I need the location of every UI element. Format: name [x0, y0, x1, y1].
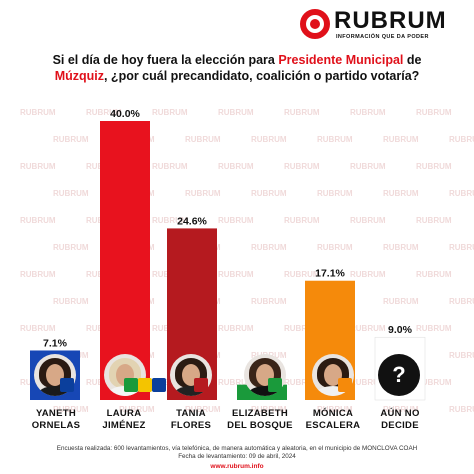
name-line-1: AÚN NO: [380, 408, 420, 419]
website-link[interactable]: www.rubrum.info: [210, 463, 264, 470]
candidate-photo-monica-escalera: [312, 354, 354, 396]
question-part-3: , ¿por cuál precandidato, coalición o pa…: [103, 69, 420, 83]
name-line-2: DEL BOSQUE: [227, 420, 293, 431]
survey-question: Si el día de hoy fuera la elección para …: [30, 52, 444, 84]
value-label-tania-flores: 24.6%: [177, 215, 207, 227]
value-label-laura-jimenez: 40.0%: [110, 108, 140, 120]
candidate-photo-elizabeth-del-bosque: [244, 354, 286, 396]
name-line-2: FLORES: [170, 420, 212, 431]
question-highlight-2: Múzquiz: [54, 69, 104, 83]
name-line-2: ORNELAS: [31, 420, 81, 431]
party-logo-prd-icon: [138, 378, 152, 392]
candidate-name-elizabeth-del-bosque: ELIZABETH DEL BOSQUE: [224, 408, 296, 432]
party-logo-morena-icon: [194, 378, 208, 392]
logo-tagline: INFORMACIÓN QUE DA PODER: [336, 34, 429, 40]
bar-laura-jimenez: [100, 121, 150, 400]
undecided-silhouette-icon: ?: [378, 354, 420, 396]
question-highlight-1: Presidente Municipal: [278, 53, 404, 67]
party-logo-udc-icon: [152, 378, 166, 392]
candidate-name-monica-escalera: MÓNICA ESCALERA: [297, 408, 369, 432]
question-part-2: de: [403, 53, 422, 67]
name-line-1: LAURA: [106, 408, 142, 419]
party-logo-mc-icon: [338, 378, 352, 392]
rubrum-logo-icon: [300, 9, 330, 39]
name-line-1: MÓNICA: [312, 408, 354, 419]
name-line-2: DECIDE: [381, 420, 419, 431]
candidate-name-tania-flores: TANIA FLORES: [155, 408, 227, 432]
name-line-1: TANIA: [176, 408, 206, 419]
party-logo-pri-icon: [124, 378, 138, 392]
value-label-yaneth-ornelas: 7.1%: [43, 337, 68, 349]
methodology-line-2: Fecha de levantamiento: 09 de abril, 202…: [178, 453, 296, 460]
question-part-1: Si el día de hoy fuera la elección para: [52, 53, 279, 67]
rubrum-logo: RUBRUM INFORMACIÓN QUE DA PODER: [300, 7, 460, 45]
logo-wordmark: RUBRUM: [334, 7, 447, 34]
methodology-line-1: Encuesta realizada: 600 levantamientos, …: [56, 445, 418, 452]
party-logo-pan-icon: [60, 378, 74, 392]
value-label-aun-no-decide: 9.0%: [388, 324, 413, 336]
candidate-name-laura-jimenez: LAURA JIMÉNEZ: [88, 408, 160, 432]
candidate-name-yaneth-ornelas: YANETH ORNELAS: [20, 408, 92, 432]
name-line-2: JIMÉNEZ: [102, 420, 146, 431]
name-line-1: ELIZABETH: [231, 408, 288, 419]
name-line-1: YANETH: [36, 408, 76, 419]
survey-methodology-note: Encuesta realizada: 600 levantamientos, …: [20, 445, 454, 461]
party-logo-pvem-icon: [268, 378, 282, 392]
name-line-2: ESCALERA: [305, 420, 361, 431]
candidate-name-aun-no-decide: AÚN NO DECIDE: [364, 408, 436, 432]
value-label-monica-escalera: 17.1%: [315, 268, 345, 280]
